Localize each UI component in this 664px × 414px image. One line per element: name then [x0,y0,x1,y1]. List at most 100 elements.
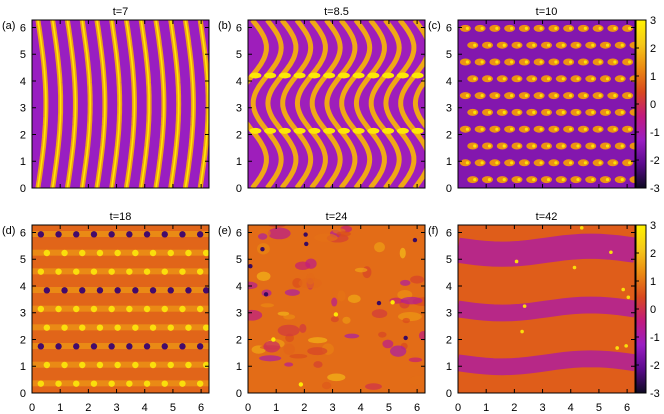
vortex-roll [533,125,545,133]
coherent-vortex [609,250,613,255]
turbulent-eddy [257,233,268,240]
colorbar-tick-label: -2 [650,155,660,167]
vortex [202,361,209,369]
vortex [143,268,151,275]
turbulent-eddy [344,333,360,339]
vortex [185,249,192,257]
panel-title: t=42 [536,211,558,223]
vortex-core [502,77,506,81]
vortex [167,324,174,331]
turbulent-eddy [283,314,296,320]
vortex-core [569,161,573,165]
vortex-core [613,127,617,131]
colorbar-tick-label: 3 [650,220,656,232]
roll-up-vortex [323,127,336,134]
coherent-vortex [260,246,265,252]
vortex-core [569,26,573,30]
vortex-roll [496,75,508,83]
zonal-jet [458,350,635,376]
vortex-roll [548,58,560,66]
vortex [196,380,204,387]
x-tick-label: 0 [455,402,461,414]
vortex-roll [555,142,567,150]
turbulent-eddy [313,361,323,368]
vortex-roll [511,176,523,184]
roll-up-vortex [293,127,306,134]
panel-letter: (b) [218,20,231,32]
chevron-stripe [265,20,284,77]
vortex-core [620,110,624,114]
turbulent-eddy [256,271,271,281]
vortex [161,343,168,350]
coherent-vortex [615,346,619,350]
turbulent-eddy [248,309,263,321]
vortex-roll [533,92,545,100]
vortex-roll [592,125,604,133]
turbulent-eddy [382,339,394,349]
roll-up-vortex [308,72,321,79]
vortex-core [620,144,624,148]
panel-title: t=10 [536,6,558,18]
chevron-stripe [412,76,425,130]
heatmap-field [458,20,635,188]
vortex-core [465,127,469,131]
vortex-roll [577,58,589,66]
y-tick-label: 5 [446,254,452,266]
vortex-roll [622,58,634,66]
vortex-core [561,77,565,81]
stripe-core [184,20,195,188]
vortex-core [524,60,528,64]
vortex [196,268,204,275]
vortex-roll [541,176,552,184]
chevron-stripe [397,20,417,77]
turbulent-eddy [268,225,286,228]
vortex-roll [459,58,471,66]
vortex-core [605,144,610,148]
vortex [179,380,186,387]
vortex-core [517,144,521,148]
vortex-core [605,77,610,81]
vortex-core [495,60,499,64]
vortex-roll [518,24,530,32]
vortex-roll [570,41,582,49]
y-tick-label: 4 [236,281,242,293]
vortex-roll [585,176,597,184]
y-tick-label: 0 [236,388,242,400]
chevron-stripe [324,73,343,133]
zonal-band [32,380,209,387]
vortex-roll [511,142,523,150]
vortex [43,287,51,294]
vortex-roll [607,92,619,100]
heatmap-panel-2: t=8.5 (b) 0 1 2 3 4 5 6 [218,6,426,195]
vortex-core [605,110,610,114]
x-tick-label: 5 [170,402,176,414]
turbulent-eddy [410,275,425,284]
stripe-core [110,20,121,188]
chevron-stripe [250,20,269,77]
y-tick-label: 2 [20,334,26,346]
y-tick-label: 5 [446,49,452,61]
vortex [73,343,80,350]
chevron-stripe [279,20,299,77]
vortex-core [598,60,602,64]
vortex-roll [614,176,626,184]
vortex-roll [592,92,604,100]
vortex-roll [496,41,508,49]
vortex-roll [548,125,560,133]
vortex [143,231,151,238]
coherent-vortex [304,241,309,247]
vortex [179,343,186,350]
heatmap-field [248,225,425,393]
vortex-core [613,94,617,98]
vortex-roll [563,159,575,167]
vortex-core [620,178,624,182]
vortex-roll [459,24,471,32]
heatmap-panel-3: t=10 (c) 0 1 2 3 4 5 6 [428,6,636,195]
vortex-core [524,161,528,165]
chevron-stripe [324,20,343,77]
vortex-roll [622,24,634,32]
vortex-roll [526,176,538,184]
x-tick-label: 0 [245,402,251,414]
coherent-vortex [522,304,527,308]
heatmap-panel-5: t=24 (e) 0 1 2 3 4 5 6 0 1 2 3 4 5 6 [218,211,426,414]
